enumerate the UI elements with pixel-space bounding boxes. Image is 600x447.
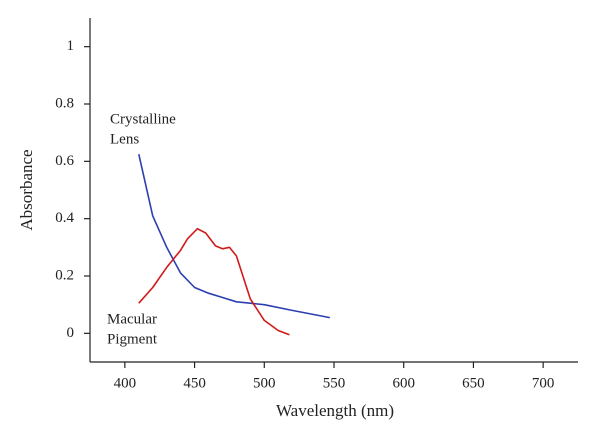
annotation: Lens — [110, 131, 139, 147]
y-tick-label: 0.8 — [55, 95, 74, 111]
y-tick-label: 0.2 — [55, 267, 74, 283]
series-line — [138, 227, 290, 336]
annotation: Macular — [107, 311, 157, 327]
y-axis-title: Absorbance — [17, 149, 36, 230]
y-tick-label: 0.4 — [55, 210, 74, 226]
series-line — [138, 154, 330, 319]
annotation: Crystalline — [110, 111, 176, 127]
x-tick-label: 700 — [532, 375, 555, 391]
annotation: Pigment — [107, 331, 158, 347]
x-axis-title: Wavelength (nm) — [276, 401, 394, 420]
y-tick-label: 0.6 — [55, 153, 74, 169]
x-tick-label: 600 — [392, 375, 415, 391]
x-tick-label: 650 — [462, 375, 485, 391]
x-tick-label: 450 — [183, 375, 206, 391]
x-tick-label: 400 — [114, 375, 137, 391]
x-tick-label: 550 — [323, 375, 346, 391]
y-tick-label: 0 — [67, 325, 75, 341]
x-tick-label: 500 — [253, 375, 276, 391]
y-tick-label: 1 — [67, 38, 75, 54]
